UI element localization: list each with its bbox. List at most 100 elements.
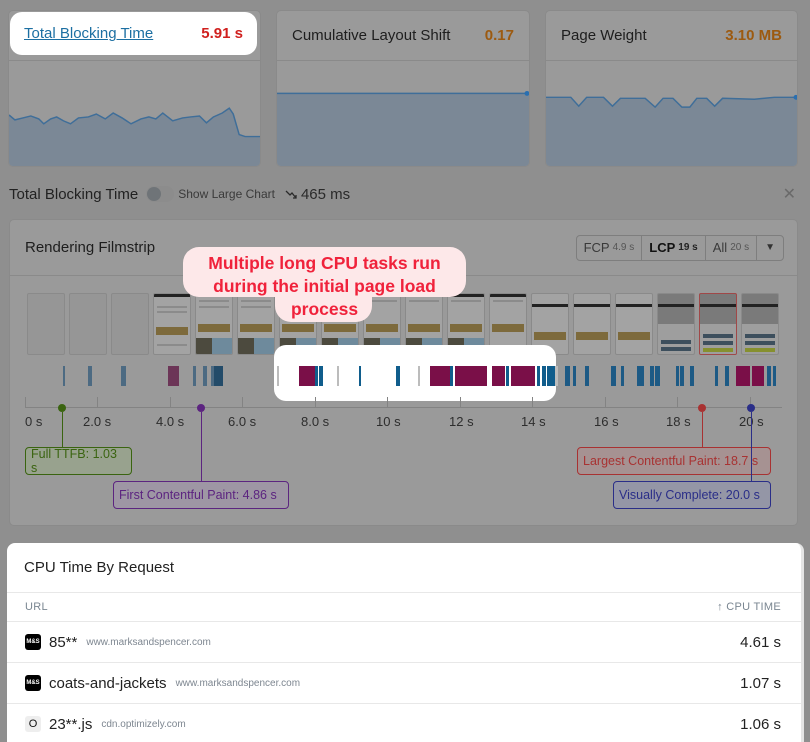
fcp-marker-line bbox=[201, 412, 202, 481]
tbt-highlight: Total Blocking Time 5.91 s bbox=[10, 12, 257, 55]
vc-marker-label[interactable]: Visually Complete: 20.0 s bbox=[613, 481, 771, 509]
close-icon[interactable]: ✕ bbox=[782, 186, 796, 203]
metric-title: Cumulative Layout Shift bbox=[292, 27, 451, 44]
tick-mark bbox=[315, 397, 316, 408]
request-domain: www.marksandspencer.com bbox=[86, 636, 211, 648]
metric-card-header: Cumulative Layout Shift 0.17 bbox=[277, 11, 529, 61]
metric-card-cls[interactable]: Cumulative Layout Shift 0.17 bbox=[276, 10, 530, 167]
vc-marker-line bbox=[751, 412, 752, 481]
ttfb-marker-label[interactable]: Full TTFB: 1.03 s bbox=[25, 447, 132, 475]
request-domain: www.marksandspencer.com bbox=[175, 677, 301, 689]
delta-value: 465 ms bbox=[300, 185, 351, 203]
toggle-label: Show Large Chart bbox=[178, 187, 275, 201]
table-row[interactable]: O 23**.js cdn.optimizely.com 1.06 s bbox=[7, 704, 801, 742]
timeline-axis bbox=[25, 407, 782, 408]
favicon-icon: O bbox=[25, 716, 41, 732]
page-weight-sparkline bbox=[546, 62, 797, 166]
tick-mark bbox=[25, 397, 26, 408]
cpu-table-header: URL ↑ CPU TIME bbox=[7, 593, 801, 622]
filmstrip-frame[interactable] bbox=[657, 293, 695, 355]
metric-card-header bbox=[9, 11, 260, 61]
segment-all[interactable]: All 20 s bbox=[706, 235, 758, 260]
tick-mark bbox=[750, 397, 751, 408]
axis-tick-label: 16 s bbox=[594, 414, 619, 429]
annotation-text: Multiple long CPU tasks run during the i… bbox=[208, 253, 441, 319]
tick-mark bbox=[97, 397, 98, 408]
filmstrip-frame[interactable] bbox=[573, 293, 611, 355]
filmstrip-frame-lcp[interactable] bbox=[699, 293, 737, 355]
tick-mark bbox=[387, 397, 388, 408]
tick-mark bbox=[677, 397, 678, 408]
cpu-time: 1.07 s bbox=[740, 674, 781, 692]
filmstrip-frame[interactable] bbox=[531, 293, 569, 355]
filmstrip-frame[interactable] bbox=[195, 293, 233, 355]
tbt-metric-value: 5.91 s bbox=[201, 25, 243, 42]
table-row[interactable]: M&S 85** www.marksandspencer.com 4.61 s bbox=[7, 622, 801, 663]
annotation-callout bbox=[183, 247, 466, 297]
request-name: coats-and-jackets bbox=[49, 674, 167, 692]
metric-value: 3.10 MB bbox=[725, 27, 782, 44]
cpu-table-title: CPU Time By Request bbox=[7, 543, 801, 593]
metric-title: Page Weight bbox=[561, 27, 647, 44]
axis-tick-label: 0 s bbox=[25, 414, 43, 429]
toggle-knob bbox=[147, 187, 162, 201]
filmstrip-frame[interactable] bbox=[741, 293, 779, 355]
fcp-marker-label[interactable]: First Contentful Paint: 4.86 s bbox=[113, 481, 289, 509]
col-cpu-time[interactable]: ↑ CPU TIME bbox=[717, 601, 781, 613]
filmstrip-title: Rendering Filmstrip bbox=[25, 239, 156, 256]
annotation-callout-tail bbox=[275, 290, 372, 322]
vc-marker-dot bbox=[747, 404, 755, 412]
tick-mark bbox=[242, 397, 243, 408]
lcp-marker-label[interactable]: Largest Contentful Paint: 18.7 s bbox=[577, 447, 771, 475]
axis-tick-label: 14 s bbox=[521, 414, 546, 429]
metric-value: 0.17 bbox=[484, 27, 514, 44]
axis-tick-label: 6.0 s bbox=[228, 414, 257, 429]
trend-down-icon bbox=[285, 190, 297, 199]
tick-mark bbox=[532, 397, 533, 408]
tick-mark bbox=[460, 397, 461, 408]
filmstrip-frame[interactable] bbox=[27, 293, 65, 355]
cpu-time: 1.06 s bbox=[740, 715, 781, 733]
tbt-label: Total Blocking Time bbox=[9, 185, 139, 203]
tick-mark bbox=[605, 397, 606, 408]
lcp-marker-line bbox=[702, 412, 703, 447]
ttfb-marker-dot bbox=[58, 404, 66, 412]
table-row[interactable]: M&S coats-and-jackets www.marksandspence… bbox=[7, 663, 801, 704]
tbt-delta: 465 ms bbox=[285, 186, 350, 203]
request-name: 85** bbox=[49, 633, 78, 651]
cls-sparkline bbox=[277, 62, 529, 166]
caret-down-icon[interactable]: ▼ bbox=[765, 242, 775, 253]
filmstrip-frame[interactable] bbox=[615, 293, 653, 355]
filmstrip-range-selector: FCP 4.9 s LCP 19 s All 20 s ▼ bbox=[575, 234, 784, 261]
lcp-marker-dot bbox=[698, 404, 706, 412]
segment-lcp[interactable]: LCP 19 s bbox=[642, 235, 706, 260]
axis-tick-label: 2.0 s bbox=[83, 414, 112, 429]
axis-tick-label: 4.0 s bbox=[156, 414, 185, 429]
axis-tick-label: 18 s bbox=[666, 414, 691, 429]
segment-fcp[interactable]: FCP 4.9 s bbox=[577, 235, 643, 260]
cpu-task-strip bbox=[63, 366, 776, 386]
axis-tick-label: 10 s bbox=[376, 414, 401, 429]
tick-mark bbox=[170, 397, 171, 408]
filmstrip-frame[interactable] bbox=[489, 293, 527, 355]
favicon-icon: M&S bbox=[25, 675, 41, 691]
show-large-chart-toggle[interactable] bbox=[146, 186, 175, 202]
filmstrip-frame[interactable] bbox=[153, 293, 191, 355]
metric-card-page-weight[interactable]: Page Weight 3.10 MB bbox=[545, 10, 798, 167]
favicon-icon: M&S bbox=[25, 634, 41, 650]
tbt-chart-bar: Total Blocking Time Show Large Chart 465… bbox=[9, 183, 796, 205]
request-name: 23**.js bbox=[49, 715, 93, 733]
request-domain: cdn.optimizely.com bbox=[101, 718, 186, 730]
ttfb-marker-line bbox=[62, 412, 63, 447]
metric-card-header: Page Weight 3.10 MB bbox=[546, 11, 797, 61]
cpu-time-by-request-card: CPU Time By Request URL ↑ CPU TIME M&S 8… bbox=[7, 543, 804, 742]
fcp-marker-dot bbox=[197, 404, 205, 412]
tbt-metric-link[interactable]: Total Blocking Time bbox=[24, 25, 154, 42]
filmstrip-frame[interactable] bbox=[69, 293, 107, 355]
tbt-sparkline bbox=[9, 62, 260, 166]
filmstrip-frame[interactable] bbox=[237, 293, 275, 355]
col-url[interactable]: URL bbox=[25, 601, 48, 613]
cpu-time: 4.61 s bbox=[740, 633, 781, 651]
axis-tick-label: 8.0 s bbox=[301, 414, 330, 429]
filmstrip-frame[interactable] bbox=[111, 293, 149, 355]
